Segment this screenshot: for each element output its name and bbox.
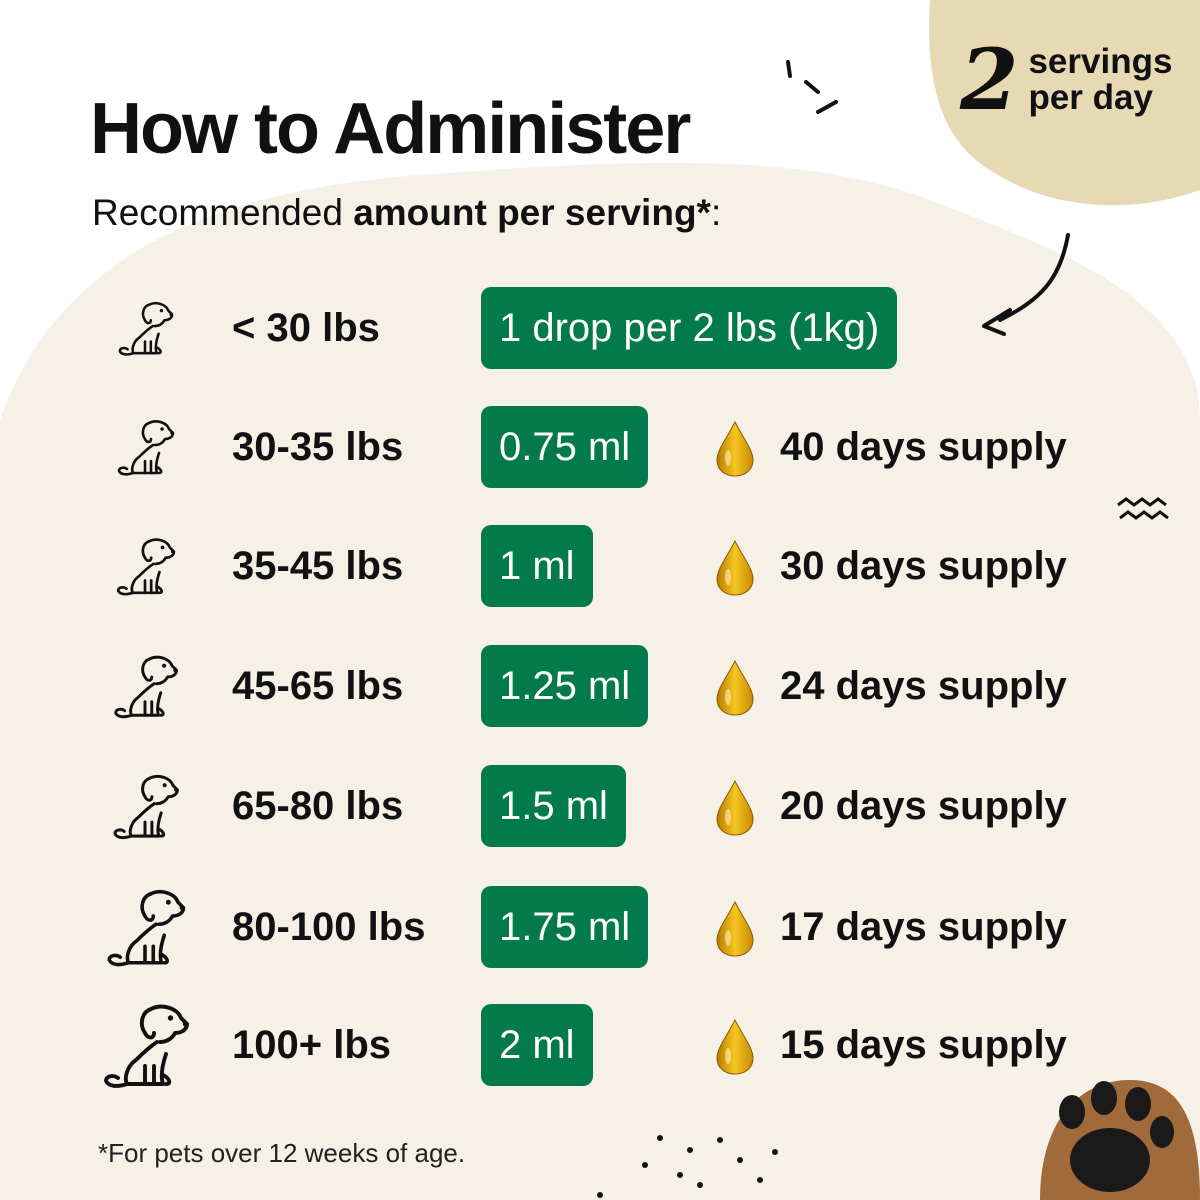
weight-range: 80-100 lbs [232,905,426,949]
dose-pill: 1.25 ml [481,645,649,727]
dose-pill: 0.75 ml [481,406,649,488]
weight-range: 45-65 lbs [232,664,404,708]
dose-pill: 1 ml [481,525,593,607]
supply-duration: 20 days supply [780,784,1067,828]
dosage-row: < 30 lbs 1 drop per 2 lbs (1kg) [0,287,1200,369]
servings-number: 2 [960,30,1019,129]
dog-icon [113,774,179,840]
supply-duration: 15 days supply [780,1023,1067,1067]
arrow-icon [982,233,1070,336]
oil-drop-icon [716,779,754,836]
footnote: *For pets over 12 weeks of age. [98,1138,466,1168]
dosage-row: 100+ lbs 2 ml 15 days supply [0,1004,1200,1088]
servings-line1: servings [1028,42,1173,81]
dose-pill: 2 ml [481,1004,593,1086]
dog-icon [116,538,176,596]
oil-drop-icon [716,659,754,716]
oil-drop-icon [716,900,754,957]
dog-icon [114,655,178,719]
supply-duration: 40 days supply [780,425,1067,469]
supply-duration: 24 days supply [780,664,1067,708]
weight-range: < 30 lbs [232,306,380,350]
badge-blob [929,0,1200,206]
dog-icon [117,420,175,476]
subtitle: Recommended amount per serving*: [92,192,721,234]
weight-range: 30-35 lbs [232,425,404,469]
servings-badge: 2 servings per day [960,38,1172,122]
oil-drop-icon [716,420,754,477]
squiggle-decor [1117,497,1169,520]
servings-line2: per day [1028,78,1153,117]
dog-icon [107,890,186,967]
dosage-row: 80-100 lbs 1.75 ml 17 days supply [0,886,1200,968]
oil-drop-icon [716,1018,754,1075]
weight-range: 100+ lbs [232,1023,392,1067]
supply-duration: 30 days supply [780,544,1067,588]
dosage-row: 45-65 lbs 1.25 ml 24 days supply [0,645,1200,727]
weight-range: 35-45 lbs [232,544,404,588]
dose-pill: 1.5 ml [481,765,626,847]
dose-pill: 1.75 ml [481,886,649,968]
oil-drop-icon [716,539,754,596]
page-title: How to Administer [90,89,691,169]
sparkle-decor [786,60,838,114]
weight-range: 65-80 lbs [232,784,404,828]
dosage-row: 30-35 lbs 0.75 ml 40 days supply [0,406,1200,488]
subtitle-bold: amount per serving* [353,192,711,233]
dots-decor [597,1135,778,1198]
dose-pill: 1 drop per 2 lbs (1kg) [481,287,898,369]
dosage-row: 35-45 lbs 1 ml 30 days supply [0,525,1200,607]
paw-icon [1040,1080,1200,1200]
subtitle-normal: Recommended [92,192,354,233]
subtitle-suffix: : [710,192,722,233]
dosage-row: 65-80 lbs 1.5 ml 20 days supply [0,765,1200,847]
supply-duration: 17 days supply [780,905,1067,949]
servings-label: servings per day [1028,44,1172,116]
dog-icon [118,301,174,356]
dog-icon [104,1004,189,1088]
